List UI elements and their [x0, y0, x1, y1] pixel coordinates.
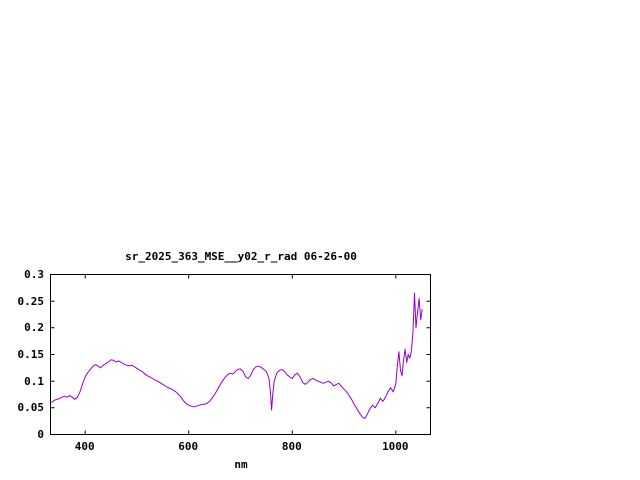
plot-area [50, 274, 431, 435]
x-tick-label: 400 [74, 440, 95, 453]
y-tick-label: 0 [37, 428, 44, 441]
chart-title: sr_2025_363_MSE__y02_r_rad 06-26-00 [125, 250, 357, 263]
plot-border [50, 274, 431, 435]
y-tick-label: 0.05 [17, 401, 45, 415]
axis-ticks [50, 274, 431, 435]
x-tick-label: 600 [178, 440, 199, 453]
y-tick-label: 0.25 [17, 294, 45, 308]
series-line [51, 292, 423, 419]
y-tick-label: 0.1 [24, 374, 44, 388]
y-tick-label: 0.2 [24, 321, 44, 335]
y-tick-label: 0.3 [24, 268, 44, 281]
x-tick-label: 800 [281, 440, 302, 453]
x-axis-label: nm [234, 458, 248, 471]
y-tick-label: 0.15 [17, 348, 45, 361]
x-tick-label: 1000 [382, 440, 409, 453]
